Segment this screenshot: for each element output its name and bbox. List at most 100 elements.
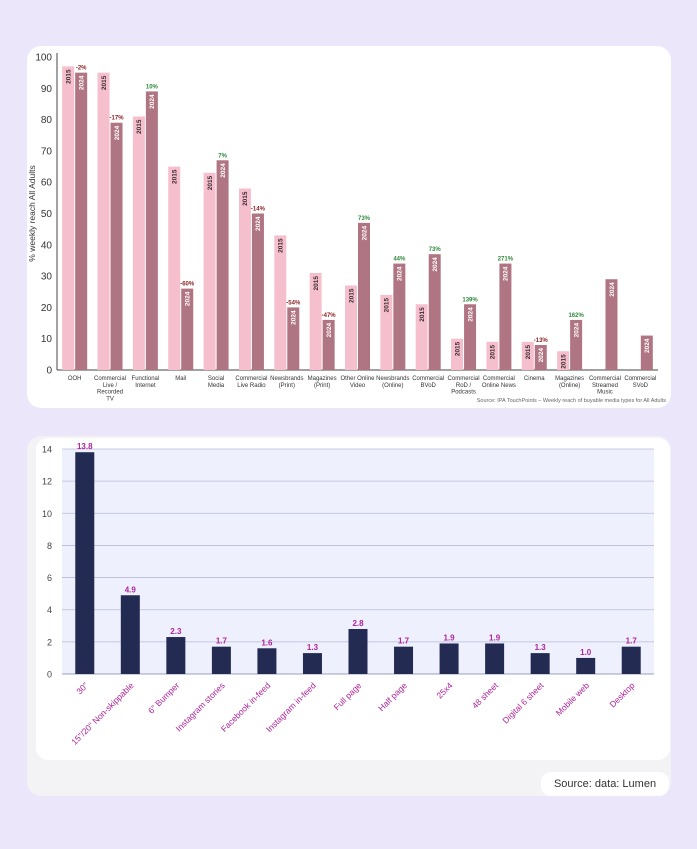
x-tick-label: Half page	[376, 680, 409, 713]
bar-year-label: 2015	[525, 344, 532, 359]
y-tick-label: 4	[47, 605, 52, 615]
bar-2024	[428, 254, 441, 370]
change-label: 73%	[358, 216, 371, 222]
value-label: 1.7	[626, 637, 638, 646]
x-tick-label: Desktop	[608, 680, 637, 709]
x-tick-label: Recorded	[97, 390, 123, 396]
bar-2015	[62, 66, 75, 370]
x-tick-label: Online News	[482, 383, 516, 389]
bar-2024	[216, 160, 229, 370]
bar	[485, 643, 505, 674]
bar-year-label: 2024	[467, 307, 474, 322]
bar-year-label: 2024	[326, 323, 333, 338]
value-label: 4.9	[125, 585, 137, 594]
x-tick-label: TV	[106, 396, 114, 402]
value-label: 1.3	[535, 643, 547, 652]
bar-year-label: 2015	[207, 175, 214, 190]
bar-2024	[499, 263, 512, 370]
x-tick-label: Other Online	[340, 376, 375, 382]
bar-year-label: 2024	[609, 282, 616, 297]
bar-year-label: 2024	[397, 266, 404, 281]
bar-year-label: 2015	[172, 169, 179, 184]
change-label: -47%	[322, 313, 337, 319]
bar-2024	[145, 91, 158, 371]
value-label: 1.6	[261, 638, 273, 647]
x-tick-label: Digital 6 sheet	[500, 680, 546, 726]
x-tick-label: Commercial	[94, 376, 126, 382]
x-tick-label: Video	[350, 383, 366, 389]
bar-2024	[640, 335, 653, 370]
bar-year-label: 2024	[114, 125, 121, 140]
x-tick-label: Full page	[332, 680, 364, 712]
bar	[166, 637, 186, 674]
bar-2015	[415, 304, 428, 370]
bar-year-label: 2024	[503, 266, 510, 281]
bar-year-label: 2015	[454, 341, 461, 356]
bar-2015	[132, 116, 145, 370]
y-tick-label: 100	[35, 53, 52, 64]
change-label: 162%	[568, 313, 584, 319]
x-tick-label: Functional	[132, 376, 160, 382]
x-tick-label: Commercial	[412, 376, 444, 382]
x-tick-label: 48 sheet	[470, 680, 501, 711]
x-tick-label: SVoD	[633, 383, 649, 389]
bar-year-label: 2024	[432, 257, 439, 272]
bar-year-label: 2015	[65, 69, 72, 84]
x-tick-label: Mail	[175, 376, 186, 382]
y-tick-label: 0	[47, 670, 52, 680]
bar-2015	[168, 166, 181, 370]
bar	[394, 646, 414, 674]
bar-year-label: 2024	[291, 310, 298, 325]
x-tick-label: 6" Bumper	[146, 680, 181, 715]
x-tick-label: Commercial	[589, 376, 621, 382]
x-tick-label: Podcasts	[451, 390, 476, 396]
bar	[439, 643, 459, 674]
y-tick-label: 10	[42, 509, 52, 519]
bar-2015	[486, 341, 499, 370]
x-tick-label: Music	[597, 390, 613, 396]
x-tick-label: Cinema	[524, 376, 545, 382]
y-tick-label: 60	[41, 178, 53, 189]
x-tick-label: Internet	[135, 383, 156, 389]
y-tick-label: 30	[41, 272, 53, 283]
bar-year-label: 2015	[560, 354, 567, 369]
change-label: -54%	[286, 300, 301, 306]
bar-2024	[464, 304, 477, 370]
change-label: 7%	[218, 153, 227, 159]
y-tick-label: 50	[41, 209, 53, 220]
source-badge: Source: data: Lumen	[541, 772, 669, 796]
y-tick-label: 70	[41, 146, 53, 157]
bar-2015	[521, 341, 534, 370]
x-tick-label: Commercial	[624, 376, 656, 382]
y-tick-label: 2	[47, 637, 52, 647]
value-label: 1.9	[489, 633, 501, 642]
y-tick-label: 40	[41, 240, 53, 251]
x-tick-label: Live Radio	[237, 383, 266, 389]
bar-2024	[287, 307, 300, 370]
x-tick-label: 25x4	[434, 680, 454, 700]
bar	[530, 653, 550, 674]
y-tick-label: 20	[41, 303, 53, 314]
change-label: -14%	[251, 207, 266, 213]
bar-year-label: 2015	[348, 288, 355, 303]
bar-year-label: 2024	[573, 323, 580, 338]
y-tick-label: 8	[47, 541, 52, 551]
change-label: 73%	[429, 247, 442, 253]
change-label: -60%	[180, 282, 195, 288]
x-tick-label: (Print)	[314, 383, 330, 389]
bar-year-label: 2024	[255, 216, 262, 231]
bar-2015	[345, 285, 357, 370]
x-tick-label: (Print)	[279, 383, 295, 389]
value-label: 1.7	[216, 637, 228, 646]
bar-2015	[380, 294, 393, 370]
bar-2024	[75, 72, 88, 371]
x-tick-label: Instagram in-feed	[264, 680, 318, 734]
change-label: -17%	[110, 116, 125, 122]
value-label: 1.9	[444, 633, 456, 642]
bar	[257, 648, 277, 674]
change-label: 139%	[462, 297, 478, 303]
bar-2015	[203, 172, 216, 370]
bar	[211, 646, 231, 674]
